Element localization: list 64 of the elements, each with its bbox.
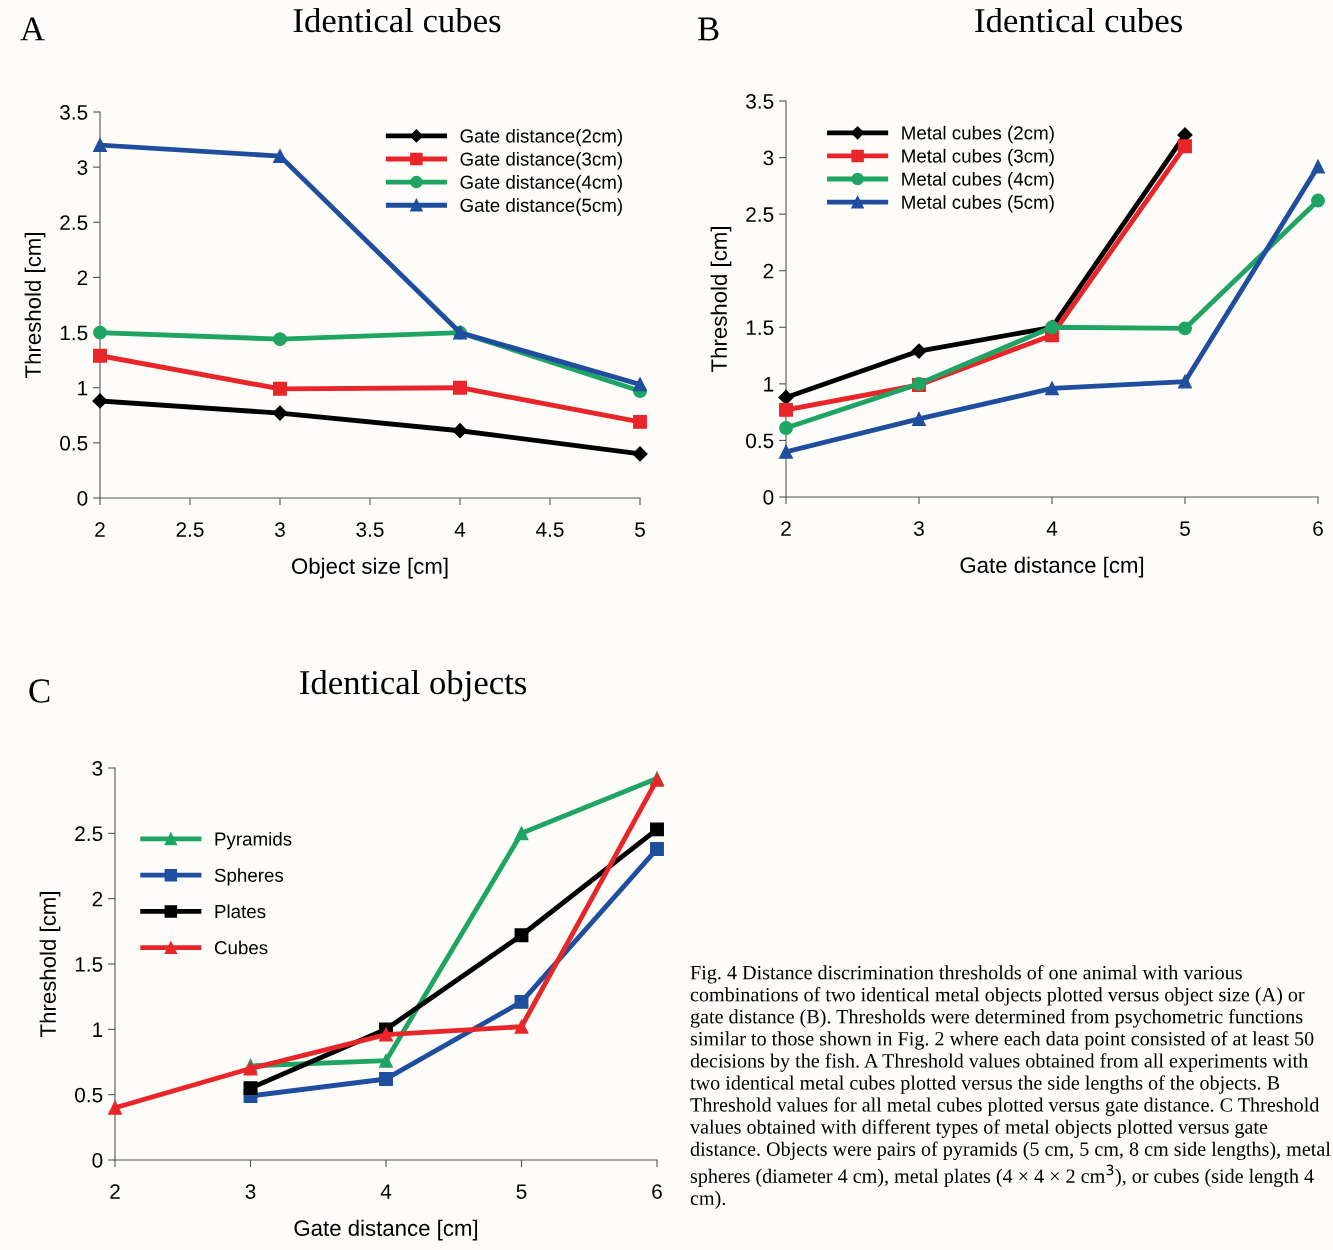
text: B bbox=[698, 17, 719, 41]
y-tick-label: 3 bbox=[92, 761, 103, 776]
y-tick-label: 0.5 bbox=[75, 1087, 103, 1103]
y-axis-title: Threshold [cm] bbox=[24, 233, 46, 378]
x-tick-label: 5 bbox=[635, 522, 645, 537]
y-tick-label: 2.5 bbox=[60, 215, 88, 231]
legend-label: Metal cubes (3cm) bbox=[902, 148, 1054, 167]
y-tick-label: 2.5 bbox=[75, 826, 103, 842]
legend-label: Metal cubes (4cm) bbox=[902, 172, 1054, 190]
legend-label: Gate distance(2cm) bbox=[460, 128, 622, 147]
y-tick-label: 1.5 bbox=[60, 325, 88, 341]
legend-label: Spheres bbox=[214, 868, 284, 886]
y-tick-label: 2 bbox=[77, 270, 88, 285]
y-tick-label: 2 bbox=[92, 891, 103, 907]
y-tick-label: 2.5 bbox=[746, 207, 774, 222]
x-axis-title: Gate distance [cm] bbox=[960, 556, 1144, 578]
y-tick-label: 2 bbox=[763, 263, 774, 279]
x-tick-label: 2.5 bbox=[176, 522, 204, 537]
x-axis-title: Object size [cm] bbox=[292, 557, 448, 579]
x-tick-label: 3 bbox=[914, 521, 924, 536]
text: A bbox=[20, 17, 45, 41]
x-tick-label: 6 bbox=[1313, 521, 1323, 536]
x-tick-label: 2 bbox=[781, 521, 791, 536]
x-tick-label: 4 bbox=[454, 522, 466, 537]
x-tick-label: 5 bbox=[516, 1184, 527, 1199]
y-tick-label: 1.5 bbox=[746, 320, 774, 336]
y-tick-label: 1.5 bbox=[75, 957, 103, 972]
text: C bbox=[29, 679, 50, 703]
text: Fig. 4 Distance discrimination thresholds of one animal with various combinations of two identical metal objects plotted versus object size (A) or gate distance (B). Thresholds were determined from psychometric functions similar to those shown in Fig. 2 where each data point consisted of at least 50 decisions by the fish. A Threshold values obtained from all experiments with two identical metal cubes plotted versus the side lengths of the objects. B Threshold values for all metal cubes plotted versus gate distance. C Threshold values obtained with different types of metal objects plotted versus gate distance. Objects were pairs of pyramids (5 cm, 5 cm, 8 cm side lengths), metal spheres (diameter 4 cm), metal plates (4 × 4 × 2 cm$^{3}$), or cubes (side length 4 cm). bbox=[690, 965, 1331, 1210]
legend-label: Metal cubes (2cm) bbox=[902, 125, 1054, 144]
y-tick-label: 0 bbox=[763, 490, 774, 505]
y-tick-label: 1 bbox=[93, 1022, 103, 1037]
y-tick-label: 3.5 bbox=[746, 94, 774, 109]
x-axis-title: Gate distance [cm] bbox=[294, 1219, 478, 1241]
x-tick-label: 3.5 bbox=[356, 522, 384, 537]
x-tick-label: 5 bbox=[1180, 521, 1190, 536]
x-tick-label: 6 bbox=[652, 1184, 662, 1199]
x-tick-label: 3 bbox=[275, 522, 285, 537]
legend-label: Pyramids bbox=[215, 831, 292, 850]
x-tick-label: 4.5 bbox=[536, 522, 564, 537]
y-tick-label: 3.5 bbox=[60, 105, 88, 120]
y-tick-label: 3 bbox=[763, 150, 774, 166]
legend-label: Gate distance(4cm) bbox=[460, 175, 622, 193]
y-tick-label: 0.5 bbox=[746, 433, 774, 449]
x-tick-label: 4 bbox=[380, 1184, 392, 1199]
y-tick-label: 0 bbox=[92, 1153, 103, 1168]
y-tick-label: 0.5 bbox=[60, 435, 88, 451]
chart-title: Identical cubes bbox=[975, 7, 1182, 33]
y-tick-label: 3 bbox=[77, 160, 88, 175]
x-tick-label: 2 bbox=[110, 1184, 120, 1199]
chart-title: Identical cubes bbox=[293, 7, 501, 33]
x-tick-label: 4 bbox=[1046, 521, 1058, 536]
y-axis-title: Threshold [cm] bbox=[39, 892, 61, 1037]
legend-label: Plates bbox=[215, 904, 266, 919]
legend-label: Metal cubes (5cm) bbox=[902, 195, 1054, 213]
chart-title: Identical objects bbox=[300, 669, 527, 702]
legend-label: Gate distance(5cm) bbox=[460, 198, 622, 216]
legend-label: Gate distance(3cm) bbox=[460, 151, 622, 170]
y-axis-title: Threshold [cm] bbox=[710, 227, 732, 372]
legend-label: Cubes bbox=[214, 940, 268, 955]
y-tick-label: 1 bbox=[78, 380, 88, 396]
y-tick-label: 0 bbox=[77, 491, 88, 506]
y-tick-label: 1 bbox=[764, 377, 774, 392]
x-tick-label: 3 bbox=[245, 1184, 256, 1199]
